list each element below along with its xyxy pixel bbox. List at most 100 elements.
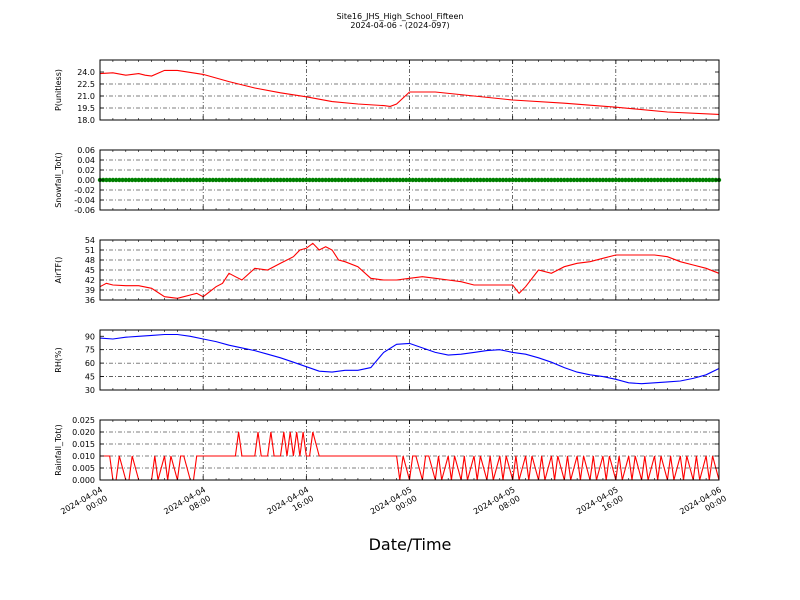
data-point — [639, 177, 644, 183]
data-point — [284, 177, 290, 183]
y-axis-label: Snowfall_Tot() — [54, 152, 63, 208]
data-point — [549, 177, 554, 183]
y-tick-label: 42 — [85, 276, 95, 285]
data-point — [520, 177, 525, 183]
data-point — [339, 177, 344, 183]
data-point — [191, 177, 196, 183]
data-point — [246, 177, 251, 183]
data-point — [184, 177, 190, 183]
data-point — [594, 177, 599, 183]
data-point — [207, 177, 212, 183]
data-point — [220, 177, 225, 183]
data-point — [362, 177, 367, 183]
data-point — [288, 177, 293, 183]
data-point — [658, 177, 664, 183]
data-point — [171, 177, 177, 183]
y-tick-label: -0.02 — [74, 186, 95, 195]
data-point — [681, 177, 686, 183]
y-tick-label: 0.00 — [77, 176, 95, 185]
data-point — [652, 177, 657, 183]
data-point — [607, 177, 612, 183]
data-point — [568, 177, 573, 183]
data-point — [391, 177, 396, 183]
data-point — [494, 177, 499, 183]
data-point — [513, 177, 519, 183]
y-axis-label: Rainfall_Tot() — [54, 424, 63, 476]
data-point — [649, 177, 654, 183]
data-point — [323, 177, 328, 183]
data-point — [529, 177, 535, 183]
data-point — [223, 177, 228, 183]
y-tick-label: 45 — [85, 373, 95, 382]
data-point — [358, 177, 364, 183]
data-point — [397, 177, 403, 183]
data-point — [410, 177, 415, 183]
data-point — [565, 177, 570, 183]
data-point — [481, 177, 486, 183]
data-point — [442, 177, 448, 183]
data-point — [623, 177, 628, 183]
data-point — [400, 177, 406, 183]
data-point — [555, 177, 561, 183]
data-point — [146, 177, 151, 183]
data-point — [603, 177, 609, 183]
data-point — [258, 177, 264, 183]
y-tick-label: 0.005 — [72, 464, 95, 473]
y-tick-label: 0.020 — [72, 428, 95, 437]
y-tick-label: 30 — [85, 386, 95, 395]
data-point — [545, 177, 551, 183]
y-tick-label: 51 — [85, 246, 95, 255]
data-point — [236, 177, 241, 183]
data-point — [204, 177, 209, 183]
chart-title: Site16_JHS_High_School_Fifteen — [336, 12, 464, 21]
panel-1: -0.06-0.04-0.020.000.020.040.06 Snowfall_… — [54, 146, 722, 215]
data-point — [407, 177, 412, 183]
data-point — [387, 177, 393, 183]
data-point — [333, 177, 338, 183]
data-point — [197, 177, 203, 183]
data-point — [233, 177, 238, 183]
data-point — [626, 177, 631, 183]
data-point — [497, 177, 502, 183]
data-point — [452, 177, 457, 183]
y-axis-label: RH(%) — [54, 347, 63, 372]
data-point — [394, 177, 399, 183]
data-point — [629, 177, 635, 183]
data-point — [487, 177, 493, 183]
data-point — [355, 177, 361, 183]
data-point — [249, 177, 254, 183]
data-point — [136, 177, 141, 183]
data-point — [420, 177, 425, 183]
data-point — [213, 177, 219, 183]
data-point — [139, 177, 145, 183]
data-point — [636, 177, 641, 183]
data-point — [468, 177, 473, 183]
y-tick-label: 75 — [85, 346, 95, 355]
data-point — [307, 177, 312, 183]
data-point — [491, 177, 496, 183]
data-point — [620, 177, 625, 183]
data-point — [265, 177, 270, 183]
y-tick-label: 0.02 — [77, 166, 95, 175]
data-point — [645, 177, 651, 183]
data-point — [162, 177, 167, 183]
data-point — [439, 177, 444, 183]
series-line-0 — [99, 69, 720, 115]
data-point — [523, 177, 528, 183]
data-point — [591, 177, 596, 183]
data-point — [375, 177, 380, 183]
data-point — [165, 177, 170, 183]
data-point — [281, 177, 286, 183]
data-point — [597, 177, 602, 183]
y-tick-label: -0.04 — [74, 196, 95, 205]
data-point — [194, 177, 199, 183]
data-point — [516, 177, 522, 183]
data-point — [584, 177, 590, 183]
data-point — [133, 177, 138, 183]
y-tick-label: -0.06 — [74, 206, 95, 215]
